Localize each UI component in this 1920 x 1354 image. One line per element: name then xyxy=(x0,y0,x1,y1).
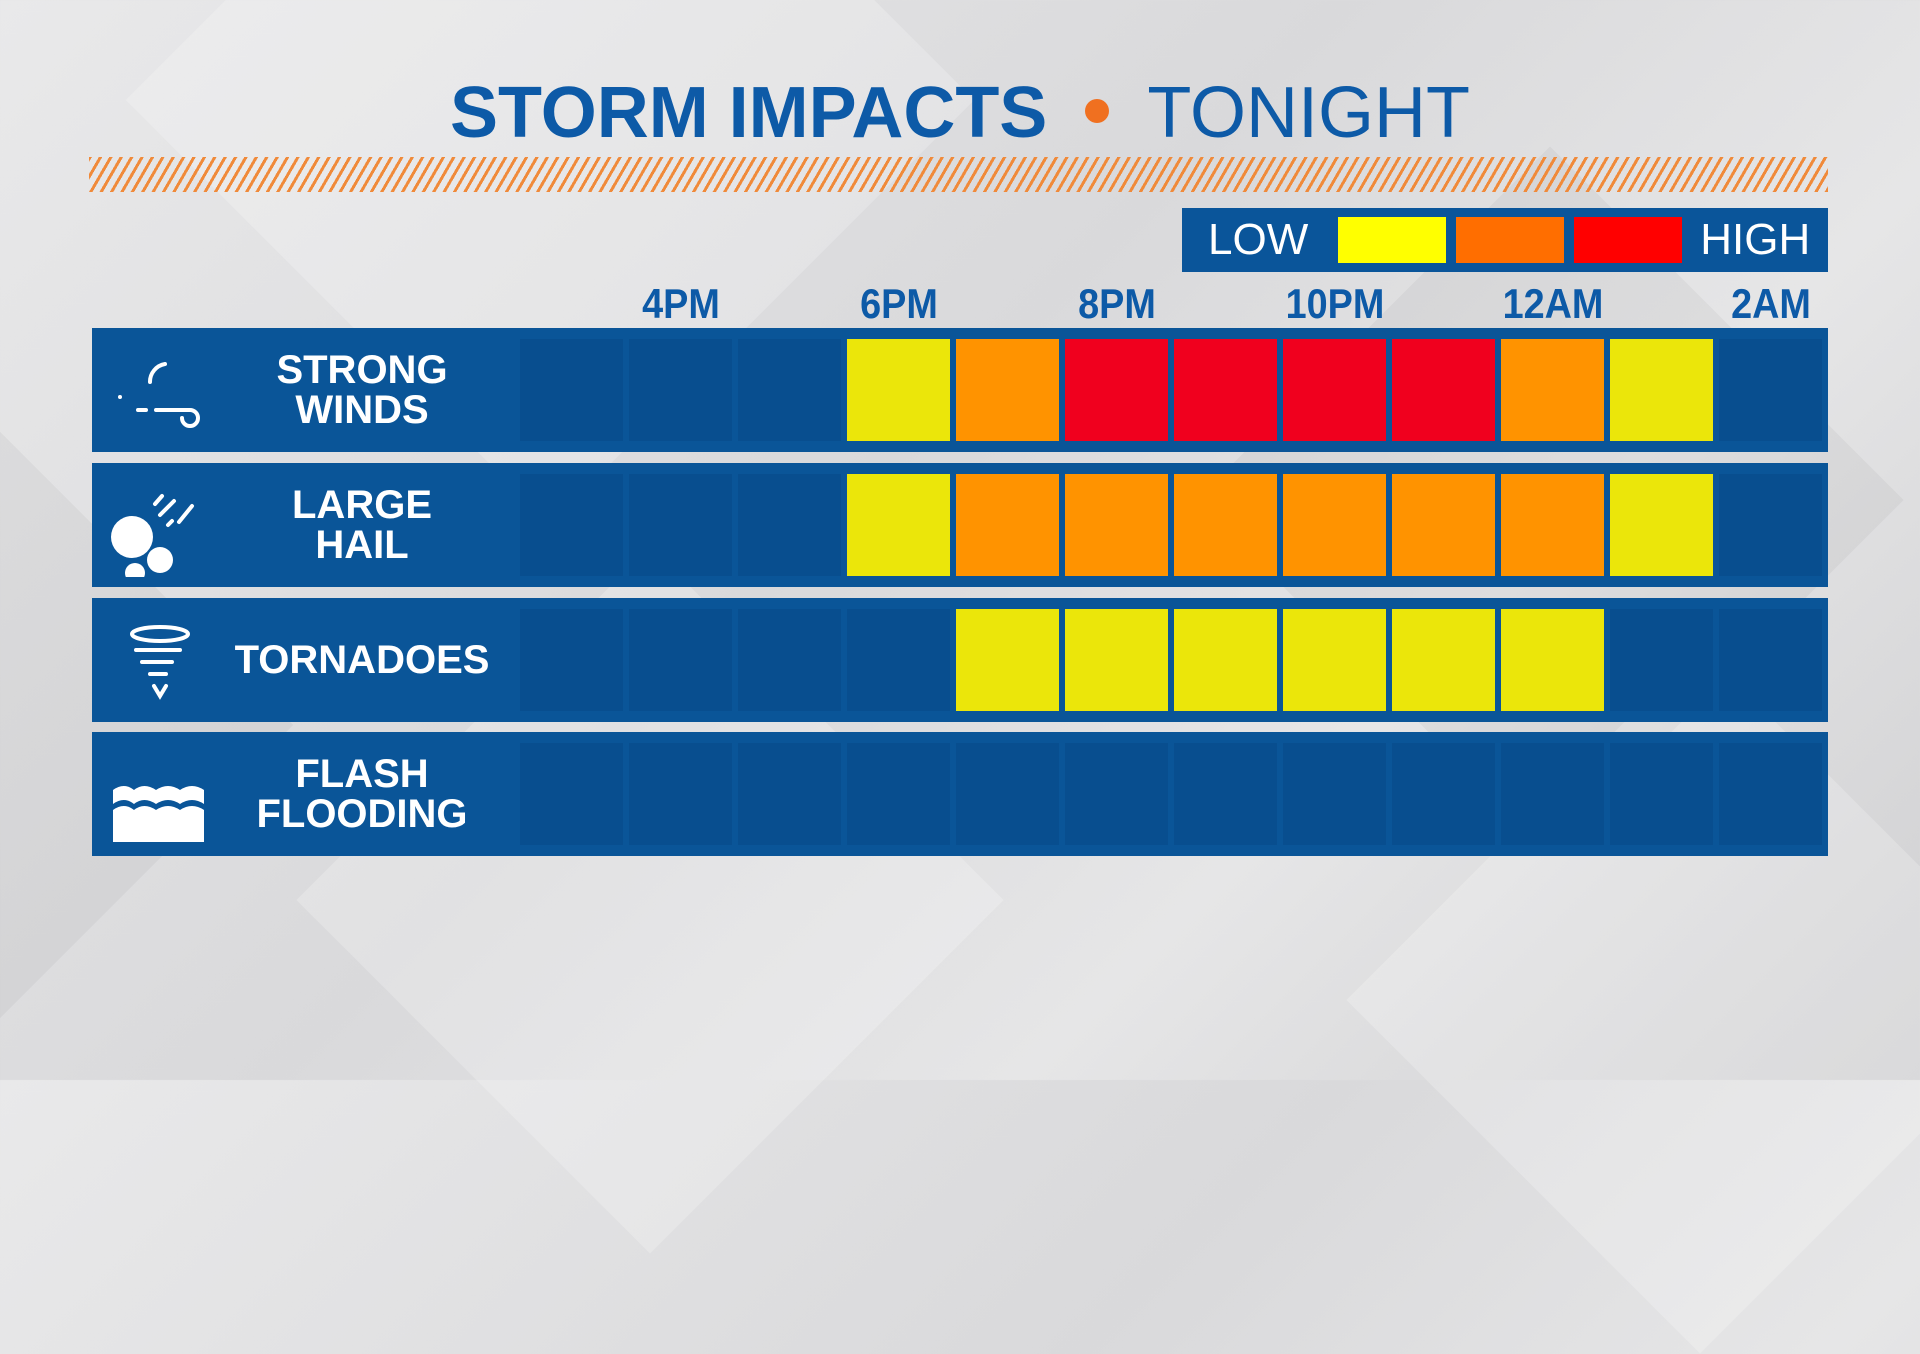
impact-cell-12am xyxy=(1501,743,1604,845)
impact-label: TORNADOES xyxy=(234,638,490,682)
impact-cell-5pm xyxy=(738,474,841,576)
impact-cell-2am xyxy=(1719,339,1822,441)
impact-cell-8pm xyxy=(1065,474,1168,576)
impact-cell-5pm xyxy=(738,609,841,711)
impact-cell-10pm xyxy=(1283,474,1386,576)
time-tick-label: 10PM xyxy=(1285,280,1384,327)
impact-cell-2am xyxy=(1719,609,1822,711)
impact-cell-3pm xyxy=(520,743,623,845)
impact-cell-6pm xyxy=(847,743,950,845)
impact-cell-1am xyxy=(1610,743,1713,845)
time-tick-label: 2AM xyxy=(1730,280,1811,327)
impact-cell-7pm xyxy=(956,474,1059,576)
impact-cell-10pm xyxy=(1283,743,1386,845)
impact-cell-10pm xyxy=(1283,339,1386,441)
flood-icon xyxy=(110,746,210,846)
impact-label: LARGE HAIL xyxy=(292,483,432,567)
tornado-icon xyxy=(110,612,210,712)
impact-row: STRONG WINDS xyxy=(92,328,1828,452)
impact-cell-6pm xyxy=(847,339,950,441)
wind-icon xyxy=(110,342,210,442)
legend-low-label: LOW xyxy=(1208,215,1309,264)
impact-cell-11pm xyxy=(1392,743,1495,845)
impact-cell-1am xyxy=(1610,339,1713,441)
impact-cell-4pm xyxy=(629,743,732,845)
legend-high-label: HIGH xyxy=(1700,215,1811,264)
impact-cell-6pm xyxy=(847,609,950,711)
impact-cell-9pm xyxy=(1174,743,1277,845)
impact-cell-10pm xyxy=(1283,609,1386,711)
time-tick-label: 12AM xyxy=(1502,280,1603,327)
impact-row: FLASH FLOODING xyxy=(92,732,1828,856)
impact-cell-7pm xyxy=(956,339,1059,441)
decorative-stripe xyxy=(89,157,1828,192)
impact-cell-2am xyxy=(1719,474,1822,576)
impact-cell-6pm xyxy=(847,474,950,576)
impact-cell-11pm xyxy=(1392,609,1495,711)
impact-cell-3pm xyxy=(520,609,623,711)
impact-cell-8pm xyxy=(1065,743,1168,845)
impact-cell-11pm xyxy=(1392,339,1495,441)
time-tick-label: 8PM xyxy=(1077,280,1156,327)
title-main: STORM IMPACTS xyxy=(449,73,1048,153)
legend-swatch-moderate xyxy=(1456,217,1565,263)
hail-icon xyxy=(110,477,210,583)
impact-row: TORNADOES xyxy=(92,598,1828,722)
impact-cell-1am xyxy=(1610,474,1713,576)
impact-cell-11pm xyxy=(1392,474,1495,576)
time-tick-label: 6PM xyxy=(859,280,938,327)
page-title: STORM IMPACTS TONIGHT xyxy=(0,72,1920,154)
impact-cell-1am xyxy=(1610,609,1713,711)
impact-cell-3pm xyxy=(520,339,623,441)
legend-swatch-low xyxy=(1338,217,1447,263)
legend: LOW HIGH xyxy=(1182,208,1828,272)
impact-cell-5pm xyxy=(738,339,841,441)
impact-cell-9pm xyxy=(1174,609,1277,711)
legend-swatch-high xyxy=(1574,217,1683,263)
time-tick-label: 4PM xyxy=(641,280,720,327)
impact-cell-12am xyxy=(1501,474,1604,576)
impact-cell-12am xyxy=(1501,609,1604,711)
impact-cell-7pm xyxy=(956,609,1059,711)
impact-cell-4pm xyxy=(629,609,732,711)
impact-cell-8pm xyxy=(1065,609,1168,711)
impact-cell-9pm xyxy=(1174,339,1277,441)
impact-cell-4pm xyxy=(629,474,732,576)
impact-cell-5pm xyxy=(738,743,841,845)
impact-cell-3pm xyxy=(520,474,623,576)
title-period: TONIGHT xyxy=(1147,73,1470,153)
impact-cell-4pm xyxy=(629,339,732,441)
impact-label: STRONG WINDS xyxy=(276,348,448,432)
impact-label: FLASH FLOODING xyxy=(256,752,468,836)
impact-row: LARGE HAIL xyxy=(92,463,1828,587)
impact-cell-8pm xyxy=(1065,339,1168,441)
impact-cell-12am xyxy=(1501,339,1604,441)
impact-cell-2am xyxy=(1719,743,1822,845)
impact-cell-9pm xyxy=(1174,474,1277,576)
impact-cell-7pm xyxy=(956,743,1059,845)
title-separator-dot xyxy=(1085,98,1110,123)
